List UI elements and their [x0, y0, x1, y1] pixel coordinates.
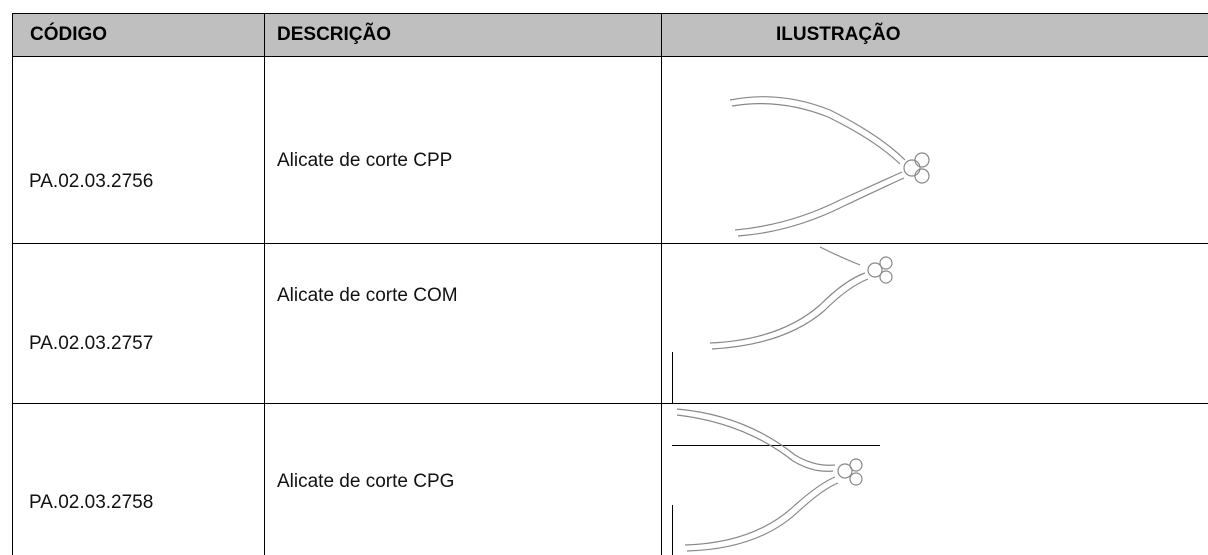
border	[672, 352, 673, 403]
code-cell: PA.02.03.2758	[29, 492, 154, 513]
border	[12, 243, 1208, 244]
plier-illustration	[676, 408, 863, 552]
description-cell: Alicate de corte CPP	[277, 150, 453, 171]
description-cell: Alicate de corte CPG	[277, 471, 455, 492]
header-cell: DESCRIÇÃO	[277, 24, 392, 45]
plier-illustration	[729, 96, 930, 237]
header-background	[12, 13, 1208, 56]
border	[12, 56, 1208, 57]
border	[264, 13, 265, 555]
border	[12, 13, 1208, 14]
border	[12, 13, 13, 555]
code-cell: PA.02.03.2756	[29, 171, 154, 192]
description-cell: Alicate de corte COM	[277, 285, 458, 306]
stray-line	[672, 445, 880, 446]
header-cell: CÓDIGO	[30, 24, 108, 45]
border	[12, 403, 1208, 404]
border	[661, 13, 662, 555]
border	[672, 505, 673, 555]
code-cell: PA.02.03.2757	[29, 333, 154, 354]
plier-illustration	[709, 246, 893, 350]
header-cell: ILUSTRAÇÃO	[776, 24, 901, 45]
